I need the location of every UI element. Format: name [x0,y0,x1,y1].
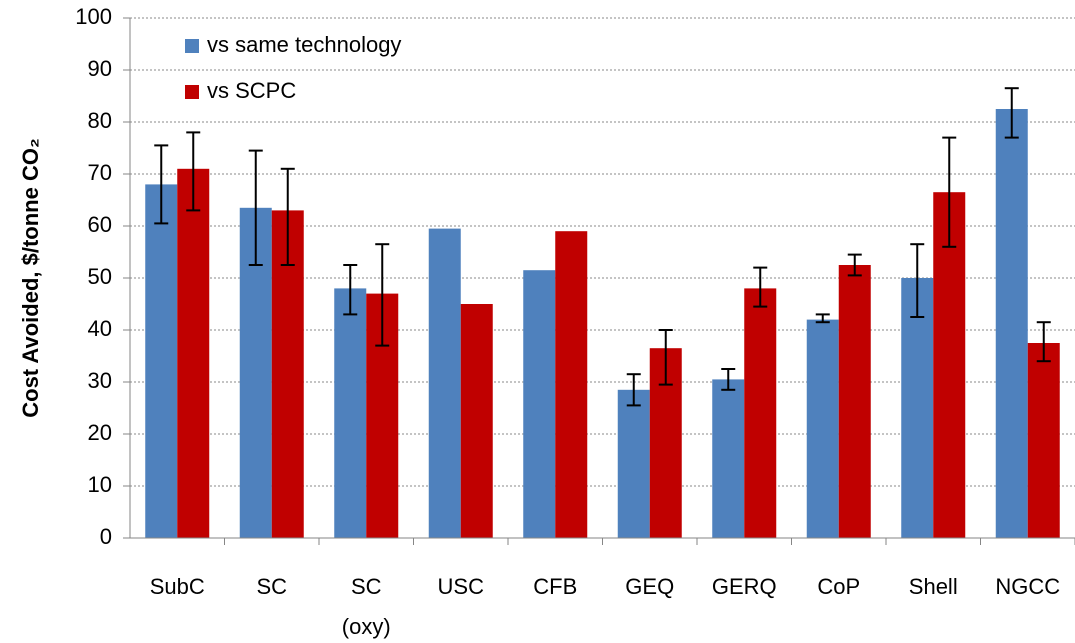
error-bar [343,264,358,316]
bar [617,389,650,538]
y-tick-label: 60 [88,212,112,237]
y-tick-label: 10 [88,472,112,497]
x-tick-label: USC [438,574,485,599]
x-tick-label: SC (oxy) [342,574,391,639]
legend-swatch [185,39,199,53]
error-bar [658,329,673,386]
y-tick-label: 100 [75,4,112,29]
y-tick-label: 0 [100,524,112,549]
y-tick-label: 70 [88,160,112,185]
bar [901,278,934,538]
bar [933,192,966,538]
legend-label: vs same technology [207,32,401,57]
y-tick-label: 90 [88,56,112,81]
error-bar [942,136,957,248]
bar [1027,343,1060,538]
y-tick-label: 40 [88,316,112,341]
bar [145,184,178,538]
error-bar [1036,321,1051,363]
x-tick-label: SC [256,574,287,599]
error-bar [248,149,263,266]
y-tick-label: 80 [88,108,112,133]
error-bar [1004,87,1019,139]
error-bar [154,144,169,225]
error-bar [847,253,862,277]
bar [523,270,556,538]
legend-label: vs SCPC [207,78,296,103]
error-bar [626,373,641,407]
x-tick-label: NGCC [995,574,1060,599]
bar [744,288,777,538]
x-tick-label: CoP [817,574,860,599]
y-tick-label: 30 [88,368,112,393]
bar [177,168,210,539]
bar [555,231,588,538]
error-bar [375,243,390,347]
bar [334,288,367,538]
y-tick-label: 20 [88,420,112,445]
bar [995,109,1028,538]
error-bar [910,243,925,318]
x-tick-label: Shell [909,574,958,599]
y-axis-label: Cost Avoided, $/tonne CO₂ [18,138,43,418]
error-bar [815,313,830,324]
x-tick-label: GERQ [712,574,777,599]
error-bar [721,368,736,391]
x-tick-label: GEQ [625,574,674,599]
bar [838,265,871,538]
bar [712,379,745,538]
bar [428,228,461,538]
x-tick-label: CFB [533,574,577,599]
error-bar [280,167,295,266]
x-tick-label: SubC [150,574,205,599]
bar [460,304,493,538]
error-bar [186,131,201,212]
legend-swatch [185,85,199,99]
error-bar [753,266,768,308]
y-tick-label: 50 [88,264,112,289]
bar [806,319,839,538]
